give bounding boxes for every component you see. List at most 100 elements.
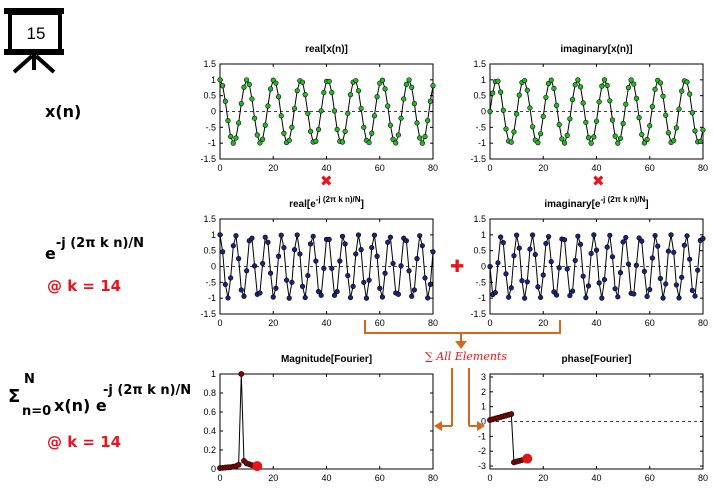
data-point	[398, 115, 404, 121]
data-point	[249, 235, 255, 241]
data-point	[676, 106, 682, 112]
data-point	[347, 294, 354, 301]
data-point	[697, 138, 703, 145]
data-point	[511, 253, 517, 259]
data-point	[249, 96, 255, 102]
data-point	[363, 295, 370, 301]
data-point	[281, 130, 287, 136]
data-point	[604, 244, 610, 250]
data-point	[692, 293, 698, 299]
data-point	[222, 281, 228, 288]
data-point	[665, 248, 671, 254]
data-point	[379, 294, 386, 300]
data-point	[663, 281, 669, 287]
data-point	[545, 80, 552, 87]
x-tick-label: 80	[698, 473, 708, 483]
data-point	[283, 277, 290, 283]
data-point	[591, 134, 597, 140]
x-tick-label: 40	[591, 163, 601, 173]
sum-label: N Σ n=0 x(n) e -j (2π k n)/N	[8, 372, 208, 422]
x-tick-label: 80	[428, 318, 438, 328]
data-point	[409, 84, 415, 90]
data-point	[556, 122, 562, 128]
data-point	[689, 287, 695, 293]
data-point	[425, 295, 431, 301]
data-point	[500, 240, 506, 246]
data-point	[668, 232, 674, 238]
x-tick-label: 40	[321, 163, 331, 173]
data-point	[503, 126, 509, 132]
x-tick-label: 60	[645, 163, 655, 173]
data-point	[342, 128, 348, 134]
data-point	[403, 81, 409, 87]
data-point	[294, 232, 300, 238]
data-point	[339, 139, 346, 145]
data-point	[427, 98, 433, 104]
data-point	[228, 133, 234, 140]
data-point	[334, 288, 340, 295]
sum-symbol: Σ	[8, 386, 21, 407]
data-point	[652, 86, 658, 92]
data-point	[532, 251, 538, 258]
data-point	[609, 117, 616, 123]
chart-title-text: Magnitude[Fourier]	[281, 354, 372, 365]
data-point	[620, 120, 626, 127]
data-point	[275, 253, 282, 259]
data-point	[422, 133, 428, 140]
data-point	[524, 279, 530, 285]
multiply-icon: ✖	[592, 172, 605, 190]
data-point	[524, 87, 530, 93]
data-point	[318, 108, 324, 114]
data-point	[414, 120, 420, 126]
data-point	[700, 235, 706, 242]
x-tick-label: 40	[591, 318, 601, 328]
chart-title: imaginary[x(n)]	[560, 44, 632, 55]
data-point	[385, 239, 391, 245]
data-point	[508, 285, 514, 291]
data-point	[244, 77, 250, 83]
data-point	[331, 292, 338, 298]
data-point	[543, 94, 549, 100]
data-point	[649, 255, 656, 261]
plus-icon: ✚	[450, 257, 465, 277]
data-point	[620, 239, 626, 245]
data-point	[278, 113, 284, 119]
data-point	[644, 136, 650, 143]
y-tick-label: -.5	[205, 277, 216, 287]
flow-arrows	[364, 320, 561, 427]
data-point	[358, 247, 364, 253]
x-tick-label: 40	[321, 473, 331, 483]
chart-2: imaginary[x(n)] 0 20 40 60 80 1.5 1 0.5 0 -.5 -1 -1.…	[470, 44, 708, 173]
sum-upper: N	[24, 372, 35, 387]
x-tick-label: 20	[268, 473, 278, 483]
y-tick-label: -1.5	[470, 309, 486, 319]
data-point	[398, 263, 404, 269]
data-point	[430, 249, 436, 255]
data-point	[681, 242, 687, 248]
data-point	[361, 279, 367, 285]
data-point	[393, 140, 399, 146]
presentation-board-icon: 15	[4, 8, 64, 74]
data-point	[617, 135, 624, 141]
data-point	[329, 265, 335, 271]
data-point	[673, 282, 679, 288]
data-point	[647, 286, 653, 293]
data-point	[545, 233, 552, 240]
data-point	[313, 138, 319, 144]
data-point	[374, 253, 380, 259]
data-point	[514, 232, 520, 238]
data-point	[516, 245, 522, 251]
data-point	[495, 78, 501, 84]
data-point	[687, 256, 693, 262]
data-point	[414, 256, 420, 262]
data-point	[567, 292, 573, 299]
y-tick-label: -1.5	[470, 154, 486, 164]
data-point	[371, 113, 378, 119]
data-point	[612, 133, 618, 139]
data-point	[575, 233, 581, 239]
data-point	[350, 283, 356, 289]
data-point	[252, 263, 258, 269]
sum-note: ∑ All Elements	[425, 350, 507, 363]
data-point	[252, 115, 258, 121]
